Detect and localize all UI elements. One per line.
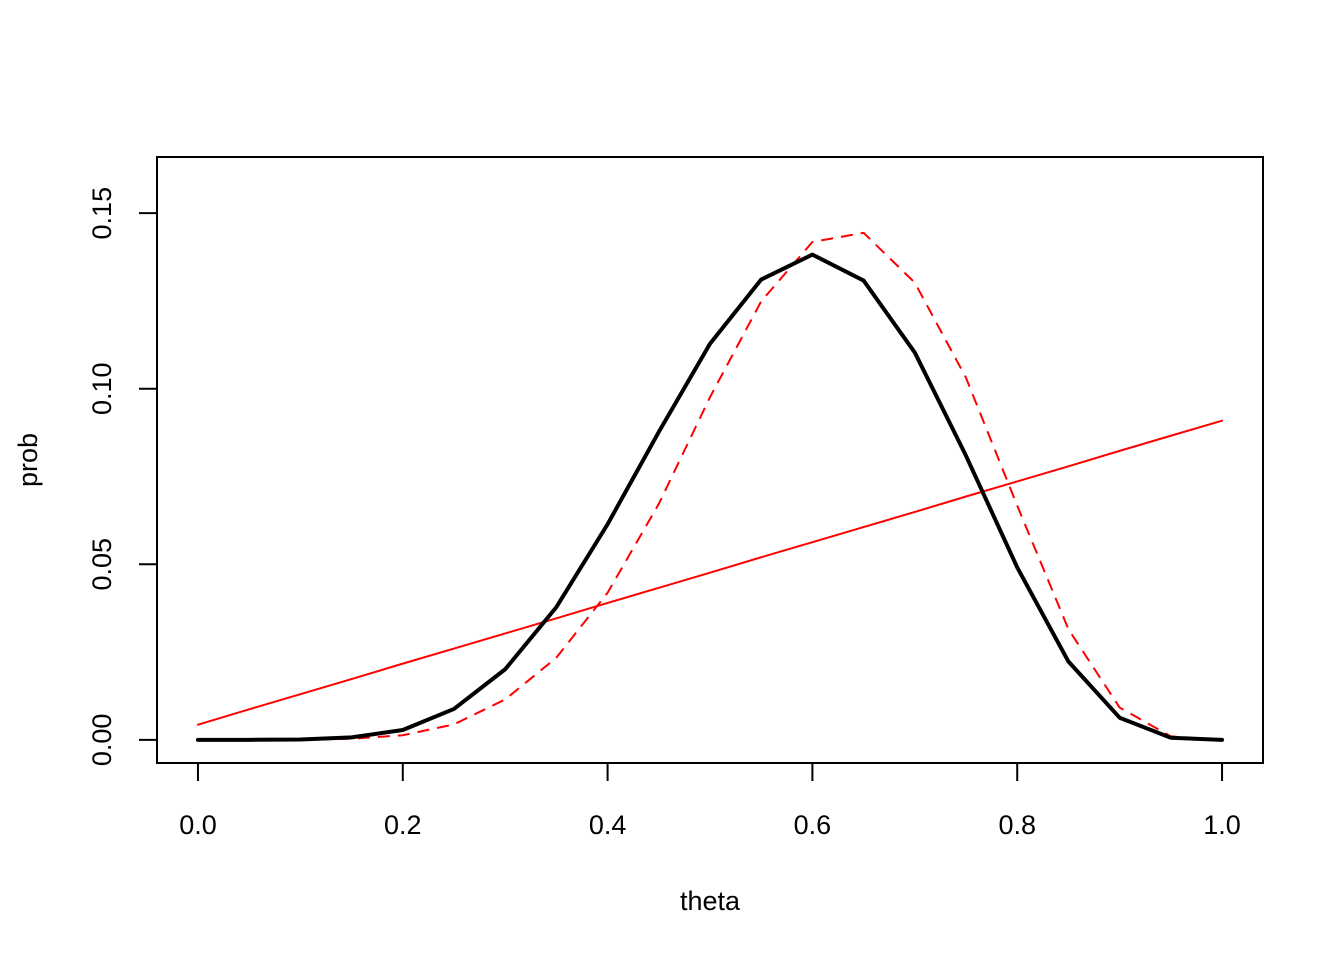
series-line-1 (197, 231, 1223, 741)
series-layer (195, 231, 1225, 742)
x-tick-label: 0.0 (179, 810, 217, 840)
y-tick-label: 0.05 (87, 538, 117, 591)
x-axis: 0.0 0.2 0.4 0.6 0.8 1.0 (179, 762, 1241, 840)
x-axis-title: theta (680, 886, 741, 916)
x-tick-label: 0.4 (589, 810, 627, 840)
x-tick-label: 0.2 (384, 810, 422, 840)
y-axis-title: prob (13, 433, 43, 487)
series-line-2 (196, 419, 1224, 726)
series-line-0 (195, 252, 1225, 742)
y-tick-label: 0.10 (87, 362, 117, 415)
x-tick-label: 0.6 (794, 810, 832, 840)
x-tick-label: 1.0 (1203, 810, 1241, 840)
x-tick-label: 0.8 (998, 810, 1036, 840)
y-tick-label: 0.15 (87, 187, 117, 240)
y-tick-label: 0.00 (87, 714, 117, 767)
y-axis: 0.00 0.05 0.10 0.15 (87, 187, 158, 767)
